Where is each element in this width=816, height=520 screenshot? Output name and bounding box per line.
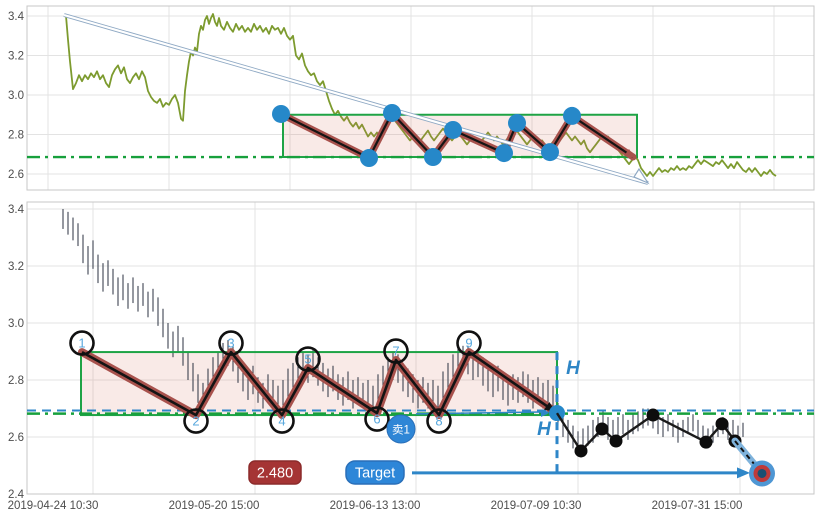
top-y-tick-label: 3.4 [8, 11, 25, 23]
target-text-badge-label: Target [355, 466, 395, 482]
h-height-label: H [566, 358, 581, 379]
pivot-circle [218, 330, 244, 356]
pivot-circle [295, 346, 321, 372]
sell-marker-label: 卖1 [392, 424, 410, 437]
target-price-badge-bg [248, 460, 302, 485]
projection-dot [699, 435, 713, 449]
top-zigzag-inner [280, 111, 634, 160]
x-tick-label: 2019-07-31 15:00 [652, 500, 743, 512]
bullseye-core [757, 468, 767, 478]
bottom-y-tick-label: 3.4 [8, 204, 25, 216]
bottom-y-tick-label: 3.2 [8, 261, 24, 273]
pivot-circle [456, 330, 482, 356]
x-tick-label: 2019-04-24 10:30 [8, 500, 99, 512]
trendline-arrowhead [633, 167, 650, 185]
projection-dot [574, 444, 588, 458]
breakout-endpoint-dot [549, 405, 565, 422]
pivot-circle [69, 330, 95, 356]
projection-dot [646, 408, 660, 422]
top-panel: 3.4 3.2 3.0 2.8 2.6 [8, 5, 815, 191]
sell-marker-badge[interactable]: 卖1 [386, 414, 416, 444]
pivot-number: 5 [304, 352, 311, 367]
top-panel-frame [26, 5, 815, 191]
projection-dot [609, 434, 623, 448]
bottom-y-tick-label: 2.4 [8, 489, 25, 501]
top-pivot-dot [541, 143, 559, 162]
pivot-number: 4 [278, 414, 285, 429]
target-arrowhead [737, 467, 750, 479]
pivot-number: 2 [192, 414, 199, 429]
top-y-tick-label: 2.6 [8, 169, 24, 181]
sell-marker-circle [386, 414, 416, 444]
top-pivot-dot [508, 114, 526, 133]
top-pivot-dot [495, 144, 513, 163]
pivot-circle [383, 338, 409, 364]
pivot-number: 7 [392, 344, 399, 359]
top-pivot-dot [272, 104, 290, 123]
top-y-tick-label: 3.2 [8, 51, 24, 63]
bottom-panel-frame [26, 201, 815, 495]
target-price-badge-label: 2.480 [257, 466, 293, 482]
target-text-badge-bg [345, 460, 405, 485]
top-pivot-dot [444, 120, 462, 139]
top-zigzag-end-arrow [624, 149, 635, 158]
bottom-panel-content: 1 2 3 4 5 6 7 8 9 卖1 H H 2.480 Target [27, 209, 814, 487]
top-y-tick-label: 2.8 [8, 130, 24, 142]
target-price-badge[interactable]: 2.480 [248, 460, 302, 485]
pivot-circle [183, 408, 209, 434]
pivot-circle [426, 408, 452, 434]
x-axis: 2019-04-24 10:30 2019-05-20 15:00 2019-06-… [8, 500, 743, 512]
top-y-tick-label: 3.0 [8, 90, 24, 102]
pivot-circle [364, 406, 390, 432]
bottom-y-tick-label: 3.0 [8, 318, 24, 330]
target-text-badge[interactable]: Target [345, 460, 405, 485]
top-pivot-dot [383, 103, 401, 122]
sell-pointer-arrowhead [541, 410, 549, 417]
top-pivot-dot [360, 149, 378, 168]
pivot-number: 9 [465, 336, 472, 351]
bottom-y-tick-label: 2.6 [8, 432, 24, 444]
x-tick-label: 2019-07-09 10:30 [491, 500, 582, 512]
top-price-line [65, 13, 777, 177]
pivot-number: 6 [373, 412, 380, 427]
bottom-zigzag-inner [81, 350, 558, 417]
target-bullseye [749, 460, 775, 487]
bottom-y-tick-label: 2.8 [8, 375, 24, 387]
top-panel-content [27, 13, 814, 185]
x-tick-label: 2019-06-13 13:00 [330, 500, 421, 512]
pivot-number: 1 [78, 336, 85, 351]
projection-dot [715, 417, 729, 431]
projection-dot [595, 422, 609, 436]
pivot-number: 3 [227, 336, 234, 351]
top-pivot-dot [424, 148, 442, 167]
pivot-number: 8 [435, 414, 442, 429]
h-height-label: H [537, 419, 552, 440]
x-tick-label: 2019-05-20 15:00 [169, 500, 260, 512]
pivot-circle [269, 408, 295, 434]
top-pivot-dot [563, 106, 581, 125]
drop-segment-dashed-core [734, 440, 763, 475]
